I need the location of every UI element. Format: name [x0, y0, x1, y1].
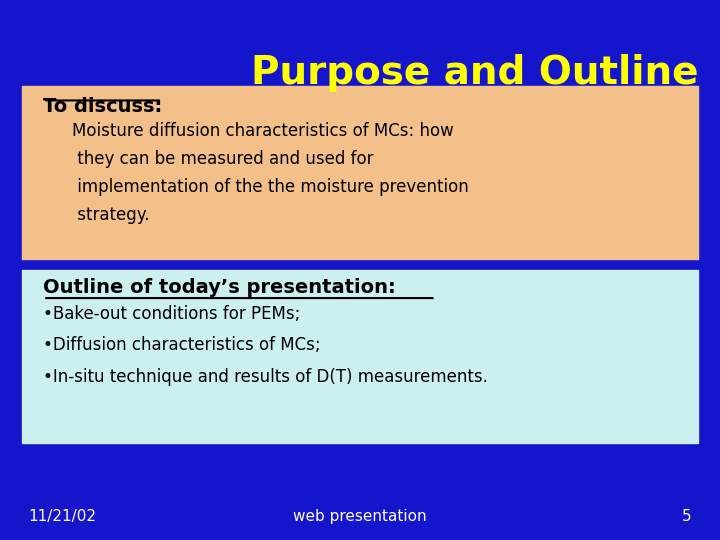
Text: To discuss:: To discuss: — [43, 97, 163, 116]
Text: 5: 5 — [682, 509, 691, 524]
FancyBboxPatch shape — [22, 86, 698, 259]
Text: strategy.: strategy. — [72, 206, 150, 224]
Text: Outline of today’s presentation:: Outline of today’s presentation: — [43, 278, 396, 297]
FancyBboxPatch shape — [22, 270, 698, 443]
Text: Purpose and Outline: Purpose and Outline — [251, 54, 698, 92]
Text: •Diffusion characteristics of MCs;: •Diffusion characteristics of MCs; — [43, 336, 321, 354]
Text: •In-situ technique and results of D(T) measurements.: •In-situ technique and results of D(T) m… — [43, 368, 488, 386]
Text: implementation of the the moisture prevention: implementation of the the moisture preve… — [72, 178, 469, 195]
Text: •Bake-out conditions for PEMs;: •Bake-out conditions for PEMs; — [43, 305, 300, 323]
Text: they can be measured and used for: they can be measured and used for — [72, 150, 374, 167]
Text: Moisture diffusion characteristics of MCs: how: Moisture diffusion characteristics of MC… — [72, 122, 454, 139]
Text: web presentation: web presentation — [293, 509, 427, 524]
Text: 11/21/02: 11/21/02 — [29, 509, 96, 524]
